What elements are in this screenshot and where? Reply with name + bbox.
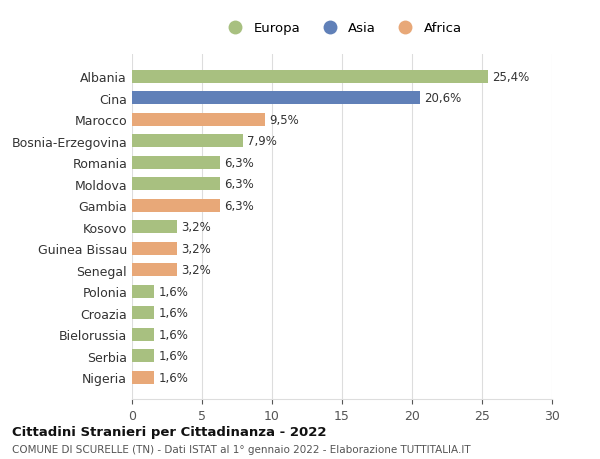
Bar: [132, 157, 220, 169]
Bar: [132, 92, 421, 105]
Text: 1,6%: 1,6%: [158, 371, 188, 384]
Bar: [132, 285, 154, 298]
Text: 3,2%: 3,2%: [181, 263, 211, 277]
Text: 7,9%: 7,9%: [247, 135, 277, 148]
Text: COMUNE DI SCURELLE (TN) - Dati ISTAT al 1° gennaio 2022 - Elaborazione TUTTITALI: COMUNE DI SCURELLE (TN) - Dati ISTAT al …: [12, 444, 470, 454]
Bar: [132, 242, 177, 255]
Bar: [132, 135, 242, 148]
Bar: [132, 178, 220, 191]
Bar: [132, 328, 154, 341]
Text: 6,3%: 6,3%: [224, 199, 254, 212]
Text: 25,4%: 25,4%: [492, 71, 529, 84]
Bar: [132, 263, 177, 276]
Text: 3,2%: 3,2%: [181, 221, 211, 234]
Text: 1,6%: 1,6%: [158, 349, 188, 362]
Bar: [132, 113, 265, 127]
Legend: Europa, Asia, Africa: Europa, Asia, Africa: [217, 17, 467, 40]
Text: Cittadini Stranieri per Cittadinanza - 2022: Cittadini Stranieri per Cittadinanza - 2…: [12, 425, 326, 438]
Text: 9,5%: 9,5%: [269, 113, 299, 127]
Text: 1,6%: 1,6%: [158, 328, 188, 341]
Bar: [132, 71, 488, 84]
Bar: [132, 349, 154, 362]
Bar: [132, 221, 177, 234]
Text: 3,2%: 3,2%: [181, 242, 211, 255]
Text: 6,3%: 6,3%: [224, 178, 254, 191]
Bar: [132, 371, 154, 384]
Text: 6,3%: 6,3%: [224, 157, 254, 169]
Bar: [132, 307, 154, 319]
Text: 1,6%: 1,6%: [158, 285, 188, 298]
Text: 1,6%: 1,6%: [158, 307, 188, 319]
Bar: [132, 199, 220, 212]
Text: 20,6%: 20,6%: [425, 92, 462, 105]
